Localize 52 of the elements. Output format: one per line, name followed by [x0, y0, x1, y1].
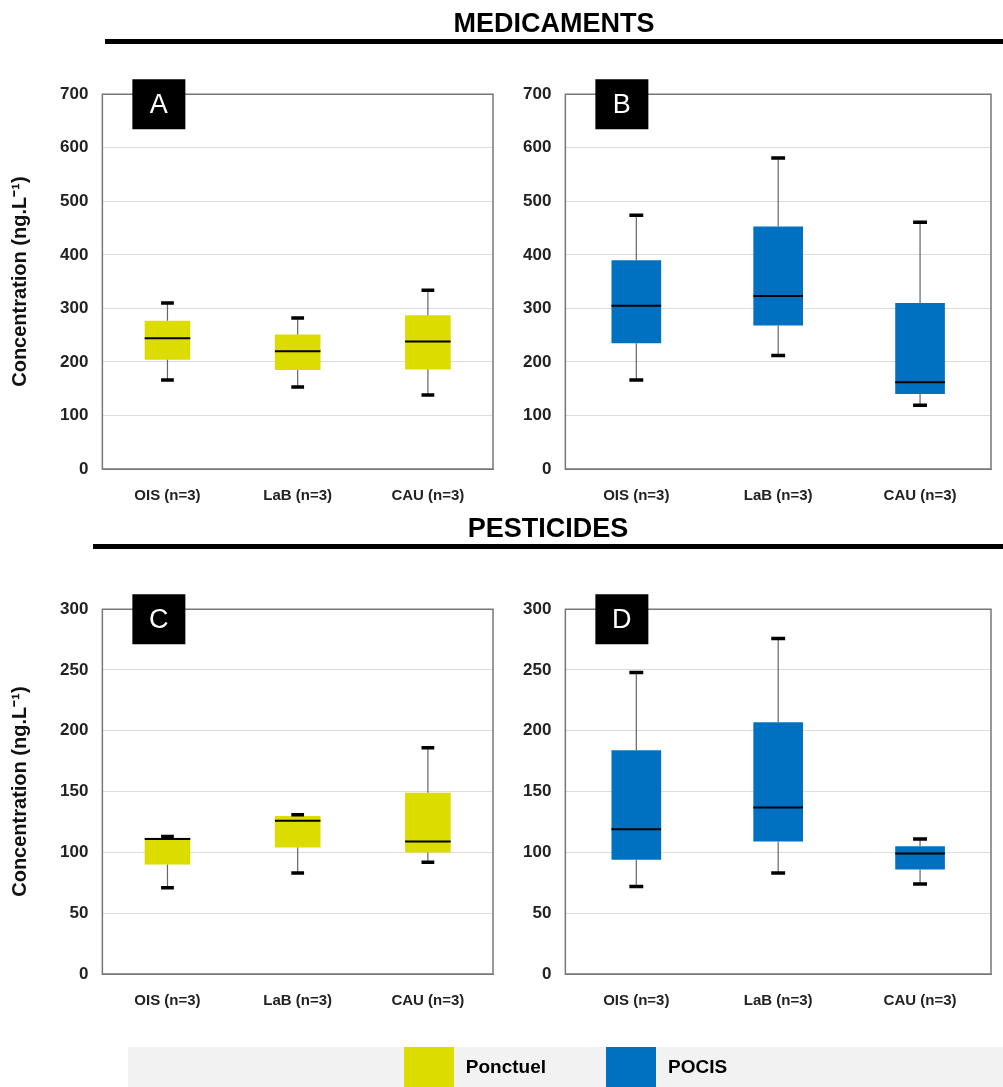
y-tick-label: 0	[78, 963, 89, 983]
x-tick-label: OIS (n=3)	[134, 991, 201, 1009]
y-tick-label: 50	[532, 902, 552, 922]
x-tick-label: LaB (n=3)	[743, 486, 813, 504]
annotation: C	[149, 603, 169, 634]
y-axis-title: Concentration (ng.L⁻¹)	[7, 176, 30, 387]
y-tick-label: 700	[59, 83, 89, 103]
x-tick-label: OIS (n=3)	[134, 486, 201, 504]
y-tick-label: 0	[78, 458, 89, 478]
y-tick-label: 0	[541, 458, 552, 478]
x-tick-label: CAU (n=3)	[883, 991, 957, 1009]
y-tick-label: 150	[522, 781, 552, 801]
annotation: A	[149, 88, 168, 119]
y-tick-label: 100	[59, 842, 89, 862]
x-tick-label: LaB (n=3)	[743, 991, 813, 1009]
text: PESTICIDES	[93, 513, 1003, 549]
text: MEDICAMENTS	[105, 8, 1003, 44]
y-tick-label: 600	[522, 137, 552, 157]
x-tick-label: LaB (n=3)	[263, 991, 333, 1009]
legend-label: POCIS	[668, 1056, 728, 1078]
y-tick-label: 400	[59, 244, 89, 264]
x-tick-label: CAU (n=3)	[391, 486, 465, 504]
y-tick-label: 100	[59, 405, 89, 425]
x-tick-label: LaB (n=3)	[263, 486, 333, 504]
legend-label: Ponctuel	[465, 1056, 547, 1078]
y-tick-label: 50	[69, 902, 89, 922]
y-tick-label: 100	[522, 405, 552, 425]
y-tick-label: 400	[522, 244, 552, 264]
y-tick-label: 200	[522, 351, 552, 371]
y-tick-label: 300	[59, 598, 89, 618]
annotation: D	[612, 603, 632, 634]
y-tick-label: 200	[522, 720, 552, 740]
x-tick-label: OIS (n=3)	[603, 991, 670, 1009]
y-tick-label: 250	[59, 659, 89, 679]
y-tick-label: 500	[59, 190, 89, 210]
x-tick-label: CAU (n=3)	[883, 486, 957, 504]
y-axis-title: Concentration (ng.L⁻¹)	[7, 686, 30, 897]
y-tick-label: 0	[541, 963, 552, 983]
y-tick-label: 200	[59, 720, 89, 740]
y-tick-label: 300	[522, 298, 552, 318]
x-tick-label: OIS (n=3)	[603, 486, 670, 504]
y-tick-label: 200	[59, 351, 89, 371]
y-tick-label: 250	[522, 659, 552, 679]
y-tick-label: 100	[522, 842, 552, 862]
y-tick-label: 150	[59, 781, 89, 801]
annotation: B	[612, 88, 631, 119]
y-tick-label: 700	[522, 83, 552, 103]
x-tick-label: CAU (n=3)	[391, 991, 465, 1009]
y-tick-label: 300	[522, 598, 552, 618]
y-tick-label: 500	[522, 190, 552, 210]
y-tick-label: 300	[59, 298, 89, 318]
y-tick-label: 600	[59, 137, 89, 157]
